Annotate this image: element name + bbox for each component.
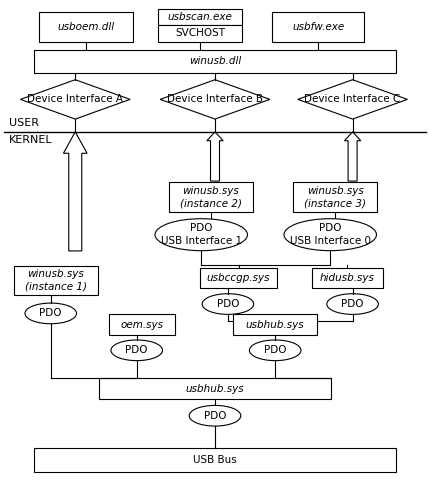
FancyBboxPatch shape — [200, 268, 277, 288]
Text: USER: USER — [9, 119, 39, 128]
FancyBboxPatch shape — [99, 378, 331, 399]
FancyBboxPatch shape — [14, 266, 98, 295]
FancyBboxPatch shape — [293, 182, 378, 212]
FancyBboxPatch shape — [272, 12, 364, 42]
Text: PDO: PDO — [126, 345, 148, 355]
FancyBboxPatch shape — [34, 448, 396, 472]
Text: Device Interface A: Device Interface A — [27, 94, 123, 104]
Text: PDO: PDO — [204, 411, 226, 421]
Text: SVCHOST: SVCHOST — [175, 29, 225, 38]
Text: usbscan.exe: usbscan.exe — [168, 12, 232, 22]
Ellipse shape — [25, 303, 77, 324]
FancyBboxPatch shape — [158, 9, 242, 25]
Text: PDO
USB Interface 0: PDO USB Interface 0 — [290, 223, 371, 246]
Text: Device Interface C: Device Interface C — [304, 94, 401, 104]
Text: hidusb.sys: hidusb.sys — [320, 273, 375, 283]
FancyBboxPatch shape — [158, 25, 242, 41]
FancyBboxPatch shape — [233, 314, 317, 335]
Text: winusb.sys
(instance 2): winusb.sys (instance 2) — [180, 185, 242, 208]
FancyBboxPatch shape — [312, 268, 383, 288]
Text: PDO
USB Interface 1: PDO USB Interface 1 — [161, 223, 242, 246]
Ellipse shape — [155, 218, 248, 250]
Ellipse shape — [202, 294, 254, 314]
Polygon shape — [64, 132, 87, 251]
Text: PDO: PDO — [40, 308, 62, 318]
Polygon shape — [20, 80, 130, 119]
Text: usboem.dll: usboem.dll — [58, 22, 114, 32]
FancyBboxPatch shape — [108, 314, 175, 335]
Text: usbccgp.sys: usbccgp.sys — [207, 273, 270, 283]
Text: winusb.dll: winusb.dll — [189, 57, 241, 66]
FancyBboxPatch shape — [39, 12, 133, 42]
Text: PDO: PDO — [341, 299, 364, 309]
Text: winusb.sys
(instance 3): winusb.sys (instance 3) — [304, 185, 366, 208]
Text: winusb.sys
(instance 1): winusb.sys (instance 1) — [25, 269, 87, 292]
Text: usbhub.sys: usbhub.sys — [186, 384, 244, 394]
FancyBboxPatch shape — [169, 182, 252, 212]
Polygon shape — [344, 132, 361, 181]
Text: PDO: PDO — [217, 299, 239, 309]
Text: USB Bus: USB Bus — [193, 455, 237, 465]
Text: usbfw.exe: usbfw.exe — [292, 22, 344, 32]
Ellipse shape — [284, 218, 377, 250]
FancyBboxPatch shape — [34, 50, 396, 73]
Text: Device Interface B: Device Interface B — [167, 94, 263, 104]
Ellipse shape — [111, 340, 163, 361]
Polygon shape — [207, 132, 223, 181]
Ellipse shape — [327, 294, 378, 314]
Text: KERNEL: KERNEL — [9, 135, 52, 145]
Text: usbhub.sys: usbhub.sys — [246, 320, 304, 330]
Ellipse shape — [189, 405, 241, 426]
Polygon shape — [298, 80, 408, 119]
Ellipse shape — [249, 340, 301, 361]
Polygon shape — [160, 80, 270, 119]
Text: PDO: PDO — [264, 345, 286, 355]
Text: oem.sys: oem.sys — [120, 320, 163, 330]
